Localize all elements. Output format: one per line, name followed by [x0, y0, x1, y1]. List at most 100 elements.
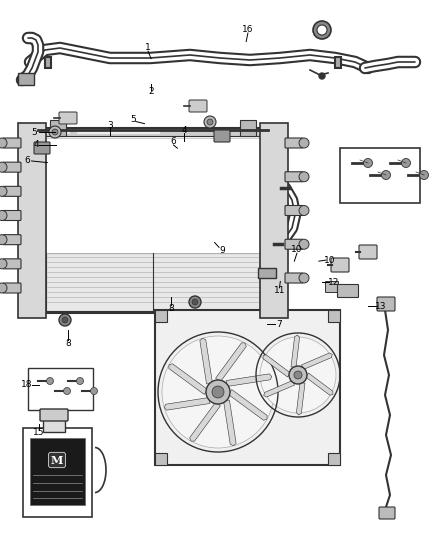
Text: 12: 12 [328, 278, 339, 287]
Text: 7: 7 [276, 320, 283, 328]
FancyBboxPatch shape [331, 258, 349, 272]
Text: 6: 6 [170, 137, 177, 146]
FancyBboxPatch shape [45, 57, 51, 68]
Text: 5: 5 [130, 115, 136, 124]
Circle shape [64, 387, 71, 394]
Circle shape [313, 21, 331, 39]
FancyBboxPatch shape [285, 273, 303, 283]
Circle shape [204, 116, 216, 128]
FancyBboxPatch shape [214, 130, 230, 142]
FancyBboxPatch shape [30, 438, 85, 505]
Circle shape [207, 119, 213, 125]
Text: 10: 10 [291, 245, 303, 254]
Circle shape [162, 336, 274, 448]
FancyBboxPatch shape [18, 73, 34, 85]
FancyArrow shape [226, 374, 272, 386]
FancyArrow shape [291, 335, 300, 367]
Circle shape [364, 158, 372, 167]
FancyArrow shape [301, 353, 332, 369]
FancyBboxPatch shape [18, 123, 46, 318]
Text: 15: 15 [33, 429, 44, 437]
FancyBboxPatch shape [23, 428, 92, 517]
FancyArrow shape [215, 343, 246, 382]
FancyBboxPatch shape [38, 128, 268, 313]
Circle shape [192, 299, 198, 305]
Circle shape [49, 126, 61, 138]
Text: 13: 13 [375, 302, 387, 311]
FancyBboxPatch shape [46, 138, 260, 253]
FancyBboxPatch shape [46, 253, 260, 311]
Circle shape [189, 296, 201, 308]
Text: 8: 8 [168, 304, 174, 312]
Circle shape [0, 187, 7, 196]
Text: 18: 18 [21, 381, 33, 389]
FancyBboxPatch shape [359, 245, 377, 259]
FancyArrow shape [264, 381, 294, 397]
FancyBboxPatch shape [155, 310, 340, 465]
FancyBboxPatch shape [377, 297, 395, 311]
FancyBboxPatch shape [3, 259, 21, 269]
FancyBboxPatch shape [59, 112, 77, 124]
Circle shape [260, 337, 336, 413]
FancyArrow shape [263, 355, 290, 377]
Circle shape [299, 172, 309, 182]
Circle shape [294, 371, 302, 379]
FancyArrow shape [169, 364, 208, 394]
FancyBboxPatch shape [28, 368, 93, 410]
Text: M: M [51, 455, 63, 465]
FancyBboxPatch shape [3, 235, 21, 245]
Circle shape [77, 377, 84, 384]
FancyBboxPatch shape [43, 418, 65, 432]
FancyBboxPatch shape [338, 285, 358, 297]
FancyArrow shape [223, 400, 236, 446]
FancyBboxPatch shape [50, 120, 66, 136]
Circle shape [0, 162, 7, 172]
Text: 8: 8 [65, 340, 71, 348]
Circle shape [402, 158, 410, 167]
FancyBboxPatch shape [3, 283, 21, 293]
FancyArrow shape [305, 373, 333, 395]
Text: 5: 5 [31, 128, 37, 136]
FancyBboxPatch shape [285, 206, 303, 215]
FancyBboxPatch shape [40, 409, 68, 421]
FancyBboxPatch shape [3, 138, 21, 148]
Text: 6: 6 [24, 157, 30, 165]
FancyArrow shape [297, 383, 305, 415]
Circle shape [0, 283, 7, 293]
FancyBboxPatch shape [285, 172, 303, 182]
Circle shape [0, 259, 7, 269]
Circle shape [299, 273, 309, 283]
Circle shape [0, 138, 7, 148]
FancyBboxPatch shape [3, 162, 21, 172]
FancyBboxPatch shape [3, 211, 21, 221]
Circle shape [289, 366, 307, 384]
FancyBboxPatch shape [285, 138, 303, 148]
FancyArrow shape [164, 398, 210, 410]
FancyBboxPatch shape [335, 57, 341, 68]
FancyBboxPatch shape [34, 142, 50, 154]
FancyBboxPatch shape [155, 453, 167, 465]
FancyArrow shape [200, 338, 212, 384]
FancyBboxPatch shape [325, 281, 339, 293]
FancyBboxPatch shape [3, 187, 21, 196]
Circle shape [299, 206, 309, 215]
Circle shape [299, 138, 309, 148]
FancyBboxPatch shape [260, 123, 288, 318]
FancyBboxPatch shape [328, 453, 340, 465]
Circle shape [59, 314, 71, 326]
FancyBboxPatch shape [328, 310, 340, 322]
Circle shape [420, 171, 428, 180]
Text: 3: 3 [107, 121, 113, 130]
Text: 2: 2 [148, 87, 154, 96]
Text: 11: 11 [274, 286, 285, 295]
FancyBboxPatch shape [379, 507, 395, 519]
Text: 10: 10 [324, 256, 335, 264]
Circle shape [52, 129, 58, 135]
FancyBboxPatch shape [258, 268, 276, 278]
Circle shape [319, 73, 325, 79]
Circle shape [91, 387, 98, 394]
FancyBboxPatch shape [285, 239, 303, 249]
FancyBboxPatch shape [155, 310, 167, 322]
FancyBboxPatch shape [38, 128, 268, 136]
Circle shape [206, 380, 230, 404]
